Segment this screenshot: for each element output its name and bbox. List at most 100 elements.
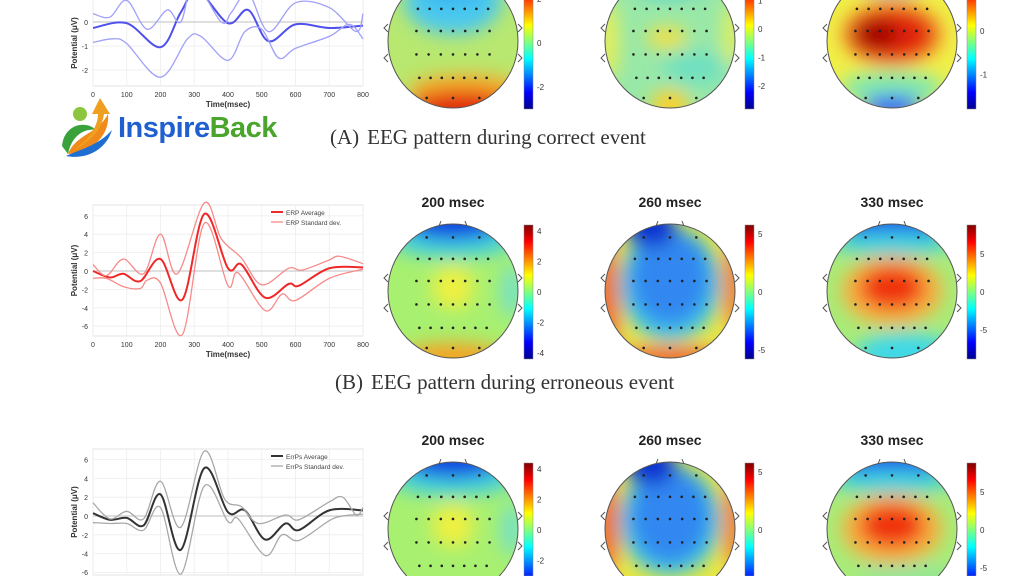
colorbar-tick-label: 0 — [758, 288, 763, 297]
electrode-dot — [488, 541, 491, 544]
ear-marker — [517, 511, 523, 521]
electrode-dot — [440, 326, 444, 330]
electrode-dot — [440, 257, 443, 261]
ear-marker — [600, 23, 606, 33]
colorbar — [744, 0, 755, 110]
y-tick-label: 0 — [84, 20, 88, 27]
electrode-dot — [474, 564, 477, 568]
colorbar-tick-label: -1 — [758, 54, 766, 63]
ear-marker — [734, 23, 740, 33]
electrode-dot — [854, 517, 857, 521]
electrode-dot — [657, 257, 660, 261]
electrode-dot — [463, 257, 467, 261]
electrode-dot — [890, 517, 894, 521]
electrode-dot — [427, 29, 430, 33]
topomap-title: 260 msec — [638, 194, 701, 210]
electrode-dot — [451, 541, 455, 544]
electrode-dot — [646, 564, 649, 568]
topomap-2-1: 260 msec 5 0 — [600, 432, 763, 576]
head-outline — [826, 0, 958, 109]
electrode-dot — [488, 517, 491, 521]
electrode-dot — [702, 564, 705, 568]
electrode-dot — [879, 564, 883, 568]
electrode-dot — [429, 76, 432, 80]
x-tick-label: 300 — [188, 92, 200, 99]
caption-b: (B) EEG pattern during erroneous event — [335, 370, 674, 395]
potential-region — [401, 343, 505, 358]
series-std-lower — [92, 484, 364, 575]
electrode-dot — [866, 279, 869, 283]
electrode-dot — [879, 326, 883, 330]
electrode-dot — [917, 346, 920, 350]
ear-marker — [600, 541, 606, 551]
electrode-dot — [705, 517, 708, 521]
electrode-dot — [878, 29, 882, 33]
electrode-dot — [864, 236, 867, 239]
ear-marker — [956, 303, 962, 313]
electrode-dot — [915, 29, 918, 33]
electrode-dot — [657, 564, 661, 568]
electrode-dot — [868, 326, 871, 330]
legend-entry: ERP Average — [286, 210, 325, 217]
electrode-dot — [415, 279, 418, 283]
head-outline — [387, 461, 519, 576]
electrode-dot — [656, 541, 660, 544]
electrode-dot — [668, 303, 672, 306]
electrode-dot — [475, 7, 478, 11]
electrode-dot — [668, 236, 672, 239]
topomap-title: 200 msec — [421, 432, 484, 448]
electrode-dot — [635, 564, 638, 568]
electrode-dot — [427, 279, 430, 283]
electrode-dot — [917, 96, 920, 100]
electrode-dot — [890, 96, 894, 100]
potential-region — [853, 19, 899, 50]
ear-marker — [822, 23, 828, 33]
electrode-dot — [902, 495, 905, 499]
electrode-dot — [680, 257, 683, 261]
electrode-dot — [451, 53, 455, 56]
scalp-map — [388, 224, 518, 358]
potential-region — [859, 504, 925, 548]
electrode-dot — [429, 564, 432, 568]
electrode-dot — [915, 541, 918, 544]
ear-marker — [956, 53, 962, 63]
erp-chart-0: 0 -1 -2 0 100 200 300 400 500 600 700 800 Time(msec)… — [70, 0, 369, 109]
electrode-dot — [924, 564, 927, 568]
ear-marker — [822, 541, 828, 551]
electrode-dot — [632, 53, 635, 56]
colorbar-tick-label: 5 — [980, 250, 985, 259]
scalp-map — [388, 462, 518, 576]
electrode-dot — [879, 257, 882, 261]
electrode-dot — [488, 53, 491, 56]
electrode-dot — [646, 326, 649, 330]
scalp-map — [605, 0, 735, 108]
electrode-dot — [879, 76, 883, 80]
series-std-upper — [92, 0, 364, 33]
electrode-dot — [855, 7, 859, 11]
electrode-dot — [915, 53, 918, 56]
y-axis-label: Potential (μV) — [70, 244, 79, 296]
colorbar — [523, 0, 534, 110]
electrode-dot — [692, 495, 695, 499]
electrode-dot — [462, 76, 466, 80]
electrode-dot — [642, 346, 645, 350]
colorbar-tick-label: 2 — [537, 258, 542, 267]
electrode-dot — [902, 53, 906, 56]
electrode-dot — [451, 474, 455, 477]
electrode-dot — [927, 303, 930, 306]
colorbar-tick-label: 0 — [758, 25, 763, 34]
head-outline — [826, 461, 958, 576]
electrode-dot — [924, 76, 927, 80]
electrode-dot — [644, 29, 647, 33]
electrode-dot — [679, 564, 683, 568]
topomap-1-2: 330 msec 5 0 -5 — [822, 194, 988, 360]
head-outline — [604, 0, 736, 109]
electrode-dot — [451, 517, 455, 521]
potential-region — [856, 570, 954, 576]
electrode-dot — [927, 279, 930, 283]
y-tick-label: 4 — [84, 476, 88, 483]
legend-entry: ErrPs Average — [286, 454, 328, 461]
electrode-dot — [645, 7, 648, 11]
ear-marker — [822, 303, 828, 313]
potential-region — [404, 224, 502, 240]
